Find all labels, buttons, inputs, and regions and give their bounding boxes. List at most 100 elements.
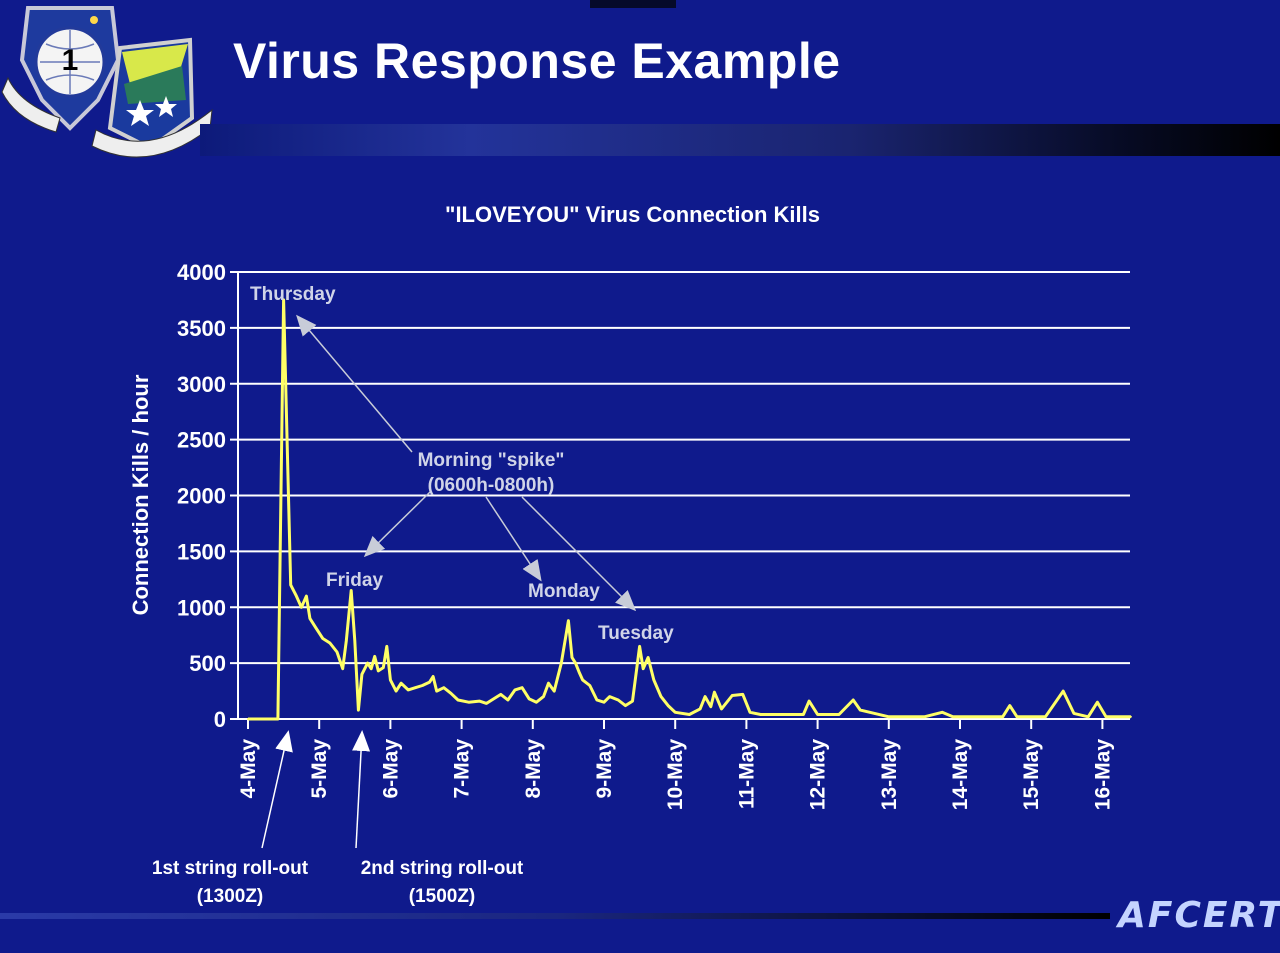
data-point xyxy=(781,713,783,716)
data-point xyxy=(608,695,611,698)
data-point xyxy=(1096,701,1099,704)
data-point xyxy=(720,707,723,710)
data-point xyxy=(624,704,627,707)
y-tick-label: 1000 xyxy=(177,595,226,620)
data-point xyxy=(1001,715,1004,718)
data-point xyxy=(859,709,862,712)
data-point xyxy=(1087,715,1090,718)
annotation-spike-hours: (0600h-0800h) xyxy=(428,475,555,496)
data-point xyxy=(314,626,317,629)
title-underline-bar xyxy=(200,124,1280,156)
data-point xyxy=(704,695,707,698)
data-point xyxy=(659,695,662,698)
data-point xyxy=(353,639,356,642)
data-point xyxy=(951,715,954,718)
svg-text:1: 1 xyxy=(62,44,79,77)
data-point xyxy=(366,662,369,665)
data-point xyxy=(421,684,424,687)
data-point xyxy=(1104,715,1107,718)
data-point xyxy=(382,666,385,669)
data-point xyxy=(286,472,289,475)
data-point xyxy=(360,673,363,676)
x-tick-label: 6-May xyxy=(379,739,402,799)
data-point xyxy=(731,694,734,697)
data-point xyxy=(373,655,376,658)
x-tick-label: 10-May xyxy=(664,739,687,811)
data-point xyxy=(1015,715,1018,718)
data-point xyxy=(1008,704,1011,707)
y-tick-label: 2500 xyxy=(177,428,226,453)
data-point xyxy=(852,699,855,702)
agency-logo: 1 xyxy=(1,6,213,158)
annotation-rollout-1: 1st string roll-out xyxy=(152,858,309,879)
data-point xyxy=(816,713,819,716)
y-tick-label: 4000 xyxy=(177,260,226,285)
data-point xyxy=(407,688,410,691)
data-point xyxy=(1072,712,1075,715)
data-point xyxy=(674,711,677,714)
annotation-arrow xyxy=(296,314,413,453)
data-point xyxy=(642,667,645,670)
data-point xyxy=(432,675,435,678)
data-point xyxy=(449,692,452,695)
x-tick-label: 16-May xyxy=(1091,739,1114,811)
data-point xyxy=(578,671,581,674)
data-point xyxy=(802,713,805,716)
y-tick-label: 3000 xyxy=(177,372,226,397)
data-point xyxy=(741,693,744,696)
x-tick-label: 11-May xyxy=(735,739,758,809)
annotation-thursday: Thursday xyxy=(250,284,336,305)
data-point xyxy=(478,700,481,703)
data-point xyxy=(617,699,620,702)
x-tick-label: 7-May xyxy=(451,739,474,799)
data-point xyxy=(570,656,573,659)
y-tick-label: 0 xyxy=(214,707,226,732)
annotation-spike: Morning "spike" xyxy=(418,450,565,471)
data-point xyxy=(547,682,550,685)
data-point xyxy=(603,701,605,704)
data-point xyxy=(276,718,279,720)
y-tick-label: 3500 xyxy=(177,316,226,341)
data-point xyxy=(567,619,570,622)
data-point xyxy=(553,690,556,693)
data-point xyxy=(709,705,712,708)
data-point xyxy=(688,713,691,716)
data-point xyxy=(485,702,488,705)
data-point xyxy=(1044,715,1047,718)
data-point xyxy=(923,715,926,718)
data-point xyxy=(389,678,392,681)
data-point xyxy=(400,682,403,685)
annotation-tuesday: Tuesday xyxy=(598,623,674,644)
data-point xyxy=(542,695,545,698)
data-point xyxy=(308,617,311,620)
data-point xyxy=(667,704,670,707)
data-point xyxy=(289,583,292,586)
data-point xyxy=(748,711,751,714)
data-point xyxy=(973,715,976,718)
data-point xyxy=(300,606,303,609)
data-point xyxy=(713,691,716,694)
data-point xyxy=(370,667,373,670)
x-tick-label: 5-May xyxy=(308,739,331,799)
data-point xyxy=(873,712,876,715)
data-point xyxy=(247,718,249,720)
data-point xyxy=(457,699,460,702)
annotation-arrow xyxy=(521,496,637,612)
data-point xyxy=(377,669,380,672)
data-point xyxy=(535,701,538,704)
data-point xyxy=(428,681,431,684)
data-point xyxy=(581,678,584,681)
data-point xyxy=(492,697,495,700)
data-point xyxy=(514,688,516,691)
data-point xyxy=(506,699,509,702)
data-point xyxy=(560,662,563,665)
data-point xyxy=(357,709,360,712)
x-tick-label: 13-May xyxy=(878,739,901,811)
y-tick-label: 500 xyxy=(189,651,226,676)
data-point xyxy=(652,678,655,681)
annotation-arrow xyxy=(363,491,431,558)
data-point xyxy=(595,699,598,702)
x-tick-label: 12-May xyxy=(807,739,830,811)
slide-title: Virus Response Example xyxy=(233,33,841,89)
